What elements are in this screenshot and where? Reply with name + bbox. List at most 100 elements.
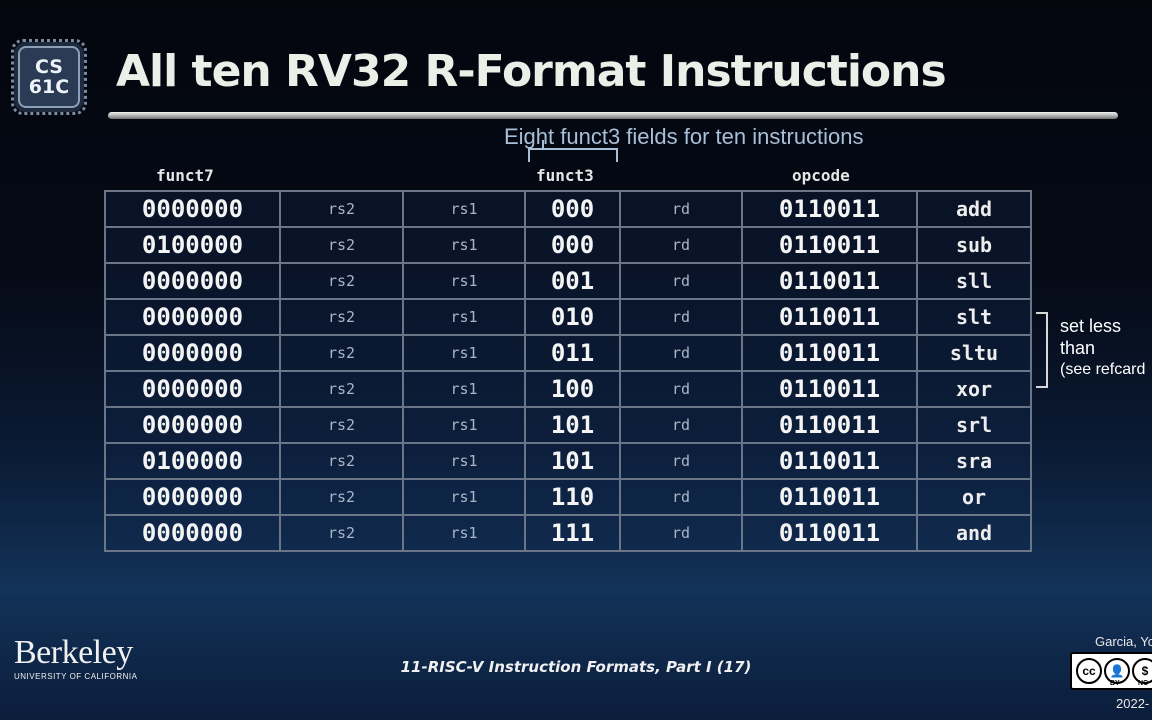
opcode-cell: 0110011 bbox=[741, 226, 918, 264]
opcode-cell: 0110011 bbox=[741, 406, 918, 444]
header-funct3: funct3 bbox=[536, 166, 594, 185]
funct3-cell: 111 bbox=[524, 514, 621, 552]
side-note-line-2: than bbox=[1060, 338, 1096, 358]
instruction-name-cell: add bbox=[916, 190, 1032, 228]
side-note-line-3: (see refcard bbox=[1060, 361, 1146, 378]
rs1-cell: rs1 bbox=[402, 370, 526, 408]
rs1-cell: rs1 bbox=[402, 262, 526, 300]
funct3-cell: 011 bbox=[524, 334, 621, 372]
rd-cell: rd bbox=[619, 478, 743, 516]
lecture-footer: 11-RISC-V Instruction Formats, Part I (1… bbox=[400, 658, 752, 676]
funct7-cell: 0000000 bbox=[104, 190, 281, 228]
logo-line-1: CS bbox=[35, 56, 63, 78]
funct7-cell: 0000000 bbox=[104, 298, 281, 336]
opcode-cell: 0110011 bbox=[741, 442, 918, 480]
opcode-cell: 0110011 bbox=[741, 298, 918, 336]
header-opcode: opcode bbox=[792, 166, 850, 185]
rs1-cell: rs1 bbox=[402, 226, 526, 264]
instruction-name-cell: sra bbox=[916, 442, 1032, 480]
rs1-cell: rs1 bbox=[402, 298, 526, 336]
rs1-cell: rs1 bbox=[402, 514, 526, 552]
berkeley-logo: Berkeley UNIVERSITY OF CALIFORNIA bbox=[14, 634, 138, 682]
rd-cell: rd bbox=[619, 262, 743, 300]
rd-cell: rd bbox=[619, 334, 743, 372]
berkeley-subtitle: UNIVERSITY OF CALIFORNIA bbox=[14, 672, 138, 681]
logo-line-2: 61C bbox=[28, 76, 70, 98]
rs2-cell: rs2 bbox=[279, 298, 404, 336]
set-less-than-note: set less than (see refcard bbox=[1060, 315, 1145, 381]
rs2-cell: rs2 bbox=[279, 190, 404, 228]
slide-title: All ten RV32 R-Format Instructions bbox=[116, 46, 947, 97]
side-note-line-1: set less bbox=[1060, 316, 1122, 336]
header-funct7: funct7 bbox=[156, 166, 214, 185]
instruction-name-cell: and bbox=[916, 514, 1032, 552]
funct7-cell: 0000000 bbox=[104, 262, 281, 300]
rd-cell: rd bbox=[619, 514, 743, 552]
instruction-name-cell: xor bbox=[916, 370, 1032, 408]
cc-label-nc: NC bbox=[1138, 680, 1149, 687]
funct3-note: Eight funct3 fields for ten instructions bbox=[504, 124, 864, 149]
rs2-cell: rs2 bbox=[279, 406, 404, 444]
funct3-cell: 100 bbox=[524, 370, 621, 408]
rd-cell: rd bbox=[619, 298, 743, 336]
rd-cell: rd bbox=[619, 406, 743, 444]
funct3-cell: 010 bbox=[524, 298, 621, 336]
rs2-cell: rs2 bbox=[279, 478, 404, 516]
cc-label-by: BY bbox=[1110, 680, 1120, 687]
rd-cell: rd bbox=[619, 370, 743, 408]
funct7-cell: 0000000 bbox=[104, 514, 281, 552]
opcode-cell: 0110011 bbox=[741, 370, 918, 408]
instruction-name-cell: slt bbox=[916, 298, 1032, 336]
funct3-note-bracket bbox=[528, 140, 618, 162]
rs2-cell: rs2 bbox=[279, 442, 404, 480]
slt-sltu-bracket bbox=[1036, 312, 1048, 388]
rs2-cell: rs2 bbox=[279, 370, 404, 408]
rs1-cell: rs1 bbox=[402, 478, 526, 516]
cc-icon: cc bbox=[1076, 658, 1102, 684]
rs1-cell: rs1 bbox=[402, 334, 526, 372]
rs2-cell: rs2 bbox=[279, 262, 404, 300]
rd-cell: rd bbox=[619, 190, 743, 228]
cs61c-logo: CS 61C bbox=[11, 39, 87, 115]
opcode-cell: 0110011 bbox=[741, 514, 918, 552]
funct7-cell: 0100000 bbox=[104, 226, 281, 264]
rd-cell: rd bbox=[619, 442, 743, 480]
authors: Garcia, Yo bbox=[1095, 634, 1152, 649]
attribution-icon: 👤 bbox=[1104, 658, 1130, 684]
chip-pins bbox=[11, 39, 87, 115]
rs1-cell: rs1 bbox=[402, 190, 526, 228]
instruction-name-cell: or bbox=[916, 478, 1032, 516]
funct3-cell: 101 bbox=[524, 406, 621, 444]
funct7-cell: 0000000 bbox=[104, 406, 281, 444]
rd-cell: rd bbox=[619, 226, 743, 264]
title-underline bbox=[108, 112, 1118, 119]
funct3-cell: 110 bbox=[524, 478, 621, 516]
berkeley-wordmark: Berkeley bbox=[14, 634, 133, 671]
instruction-name-cell: sltu bbox=[916, 334, 1032, 372]
noncommercial-icon: $ bbox=[1132, 658, 1152, 684]
funct3-cell: 000 bbox=[524, 190, 621, 228]
funct7-cell: 0000000 bbox=[104, 478, 281, 516]
funct3-cell: 000 bbox=[524, 226, 621, 264]
rs1-cell: rs1 bbox=[402, 406, 526, 444]
instruction-name-cell: srl bbox=[916, 406, 1032, 444]
instruction-name-cell: sub bbox=[916, 226, 1032, 264]
rs2-cell: rs2 bbox=[279, 226, 404, 264]
year: 2022- bbox=[1116, 696, 1150, 711]
instruction-name-cell: sll bbox=[916, 262, 1032, 300]
rs2-cell: rs2 bbox=[279, 514, 404, 552]
funct3-cell: 101 bbox=[524, 442, 621, 480]
funct7-cell: 0100000 bbox=[104, 442, 281, 480]
rs2-cell: rs2 bbox=[279, 334, 404, 372]
funct7-cell: 0000000 bbox=[104, 334, 281, 372]
